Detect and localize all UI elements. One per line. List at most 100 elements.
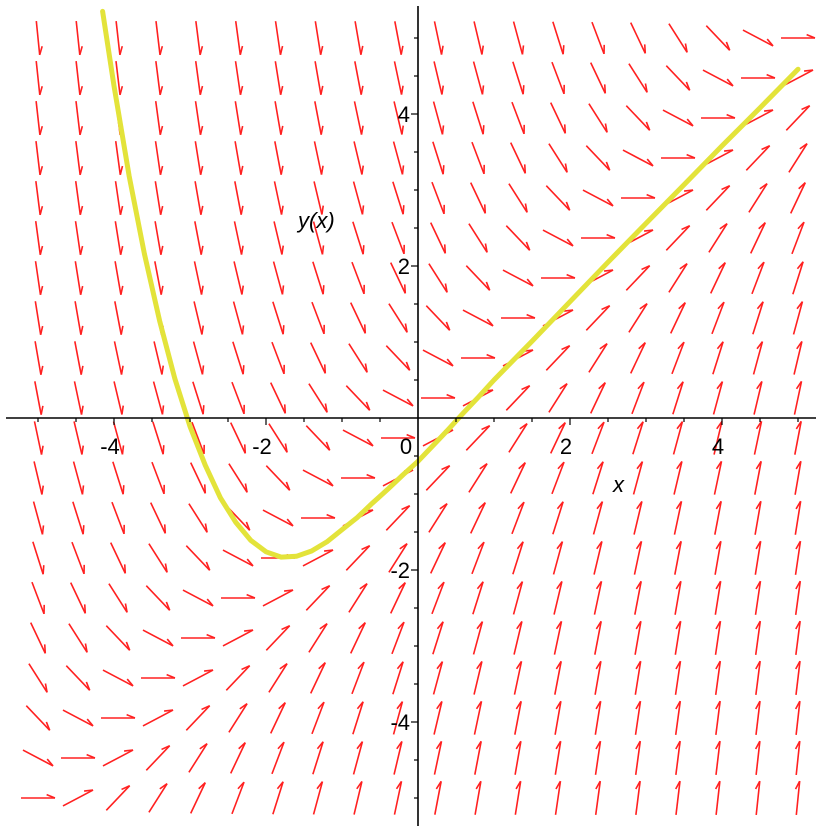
slope-arrow (348, 582, 368, 613)
slope-arrow-shaft (714, 581, 722, 615)
slope-arrow-head (203, 484, 207, 494)
slope-arrow-head (201, 325, 205, 335)
slope-arrow-shaft (32, 501, 44, 535)
slope-arrow (352, 181, 365, 215)
slope-arrow-head (556, 580, 563, 590)
slope-arrow (345, 385, 371, 411)
slope-arrow-head (200, 205, 204, 215)
slope-arrow (308, 383, 328, 413)
slope-arrow-head (475, 780, 482, 790)
slope-arrow (142, 709, 174, 727)
slope-arrow-shaft (591, 21, 605, 55)
slope-arrow-shaft (782, 69, 814, 87)
slope-arrow-shaft (312, 741, 324, 775)
slope-arrow-shaft (554, 781, 562, 815)
slope-arrow (268, 662, 288, 693)
slope-arrow (672, 381, 684, 415)
slope-arrow-head (523, 164, 527, 174)
slope-arrow-shaft (511, 501, 525, 535)
slope-arrow (271, 341, 285, 375)
slope-arrow-shaft (593, 581, 603, 615)
slope-arrow-shaft (234, 61, 242, 95)
slope-arrow (631, 381, 645, 415)
slope-arrow (754, 580, 762, 615)
slope-arrow (193, 261, 204, 295)
slope-arrow-head (79, 125, 84, 136)
solution-curve-layer (100, 8, 801, 560)
slope-arrow-head (479, 462, 488, 470)
slope-arrow (714, 500, 722, 535)
slope-arrow-head (761, 144, 771, 151)
slope-arrow (793, 380, 803, 415)
slope-arrow-head (161, 365, 165, 375)
slope-arrow (145, 744, 171, 771)
slope-arrow-head (725, 41, 731, 51)
slope-arrow-head (794, 700, 801, 710)
slope-arrow-head (126, 713, 136, 719)
slope-arrow (472, 621, 484, 655)
slope-arrow (752, 341, 764, 375)
slope-arrow-shaft (391, 221, 405, 255)
slope-arrow (471, 141, 485, 175)
slope-arrow (628, 302, 648, 333)
slope-arrow-shaft (305, 585, 331, 611)
slope-arrow (148, 782, 168, 813)
slope-arrow-head (636, 421, 644, 430)
slope-arrow-head (595, 660, 602, 670)
slope-arrow-shaft (589, 382, 607, 414)
slope-arrow (472, 581, 484, 615)
slope-arrow (353, 780, 363, 815)
slope-arrow-shaft (474, 781, 482, 815)
slope-arrow-head (721, 184, 731, 191)
slope-arrow-head (486, 353, 496, 359)
slope-arrow-shaft (75, 141, 81, 175)
slope-arrow-head (200, 285, 204, 295)
slope-arrow (551, 461, 565, 495)
slope-arrow (193, 301, 205, 335)
slope-arrow-shaft (34, 221, 42, 255)
slope-arrow-shaft (588, 103, 608, 133)
slope-arrow-shaft (102, 749, 134, 767)
slope-arrow-head (475, 740, 482, 750)
slope-arrow (551, 61, 565, 95)
slope-arrow-shaft (554, 701, 562, 735)
slope-arrow-head (163, 524, 167, 534)
slope-arrow (628, 63, 648, 93)
slope-arrow-head (757, 261, 765, 270)
slope-arrow-shaft (142, 629, 174, 647)
slope-arrow (68, 623, 88, 653)
slope-arrow-head (320, 85, 324, 95)
slope-arrow-shaft (432, 141, 444, 175)
slope-arrow-head (39, 245, 44, 256)
slope-arrow-head (124, 749, 134, 752)
slope-arrow (305, 584, 331, 611)
slope-arrow-shaft (74, 301, 82, 335)
slope-arrow (512, 541, 524, 575)
slope-arrow (391, 221, 405, 255)
slope-arrow (714, 780, 721, 815)
slope-arrow-head (166, 638, 174, 647)
slope-arrow-shaft (185, 705, 211, 731)
slope-arrow (541, 273, 576, 279)
slope-arrow-head (795, 580, 801, 590)
slope-arrow-shaft (382, 389, 414, 407)
slope-arrow-shaft (35, 141, 41, 175)
slope-arrow-head (516, 620, 523, 630)
slope-arrow-shaft (625, 105, 651, 131)
slope-arrow (501, 313, 536, 319)
slope-arrow (385, 504, 411, 531)
slope-arrow (265, 624, 291, 651)
slope-arrow-shaft (31, 581, 45, 615)
slope-arrow-shaft (394, 21, 402, 55)
slope-arrow-shaft (705, 25, 731, 51)
slope-arrow-head (476, 621, 484, 630)
slope-arrow-shaft (785, 105, 811, 131)
slope-arrow-shaft (155, 61, 161, 95)
slope-arrow-head (635, 740, 641, 750)
slope-arrow (754, 620, 762, 655)
slope-arrow-head (796, 261, 804, 270)
slope-arrow (754, 500, 762, 535)
slope-arrow-shaft (145, 585, 171, 611)
slope-arrow-shaft (554, 741, 562, 775)
slope-arrow-shaft (193, 301, 203, 335)
